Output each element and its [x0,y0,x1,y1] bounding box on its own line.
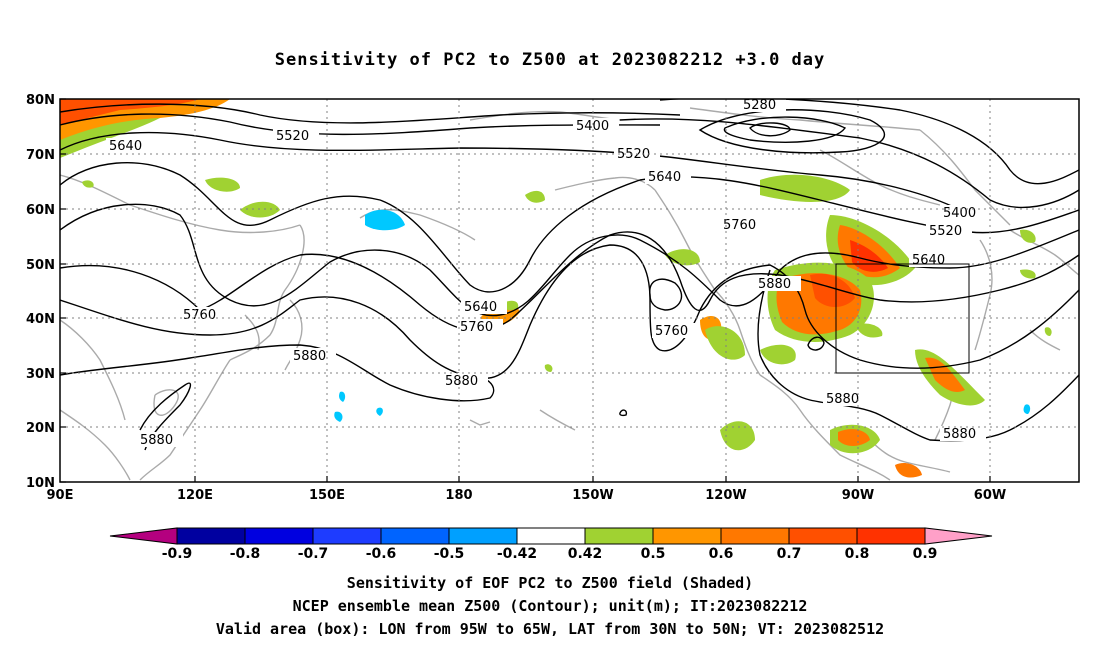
lat-label: 40N [26,312,55,327]
colorbar-tick: 0.9 [913,546,938,562]
contour-label-5640: 5640 [109,139,142,154]
colorbar [109,527,993,545]
lat-label: 10N [26,476,55,491]
colorbar-tick: 0.8 [845,546,870,562]
contour-label-5400: 5400 [576,119,609,134]
contour-label-5640: 5640 [648,170,681,185]
lon-label: 90E [47,488,74,503]
lon-label: 120W [705,488,746,503]
colorbar-tick: -0.6 [366,546,397,562]
map-figure: 5280 5400 5400 5520 5520 5520 5640 5640 … [26,93,1080,562]
contour-label-5880: 5880 [943,427,976,442]
longitude-labels: 90E 120E 150E 180 150W 120W 90W 60W [47,488,1007,503]
lon-label: 60W [974,488,1006,503]
contour-label-5880: 5880 [826,392,859,407]
lon-label: 180 [445,488,472,503]
caption-contour: NCEP ensemble mean Z500 (Contour); unit(… [292,597,808,615]
lon-label: 90W [842,488,874,503]
lat-label: 60N [26,203,55,218]
contour-label-5880: 5880 [140,433,173,448]
colorbar-tick-labels: -0.9 -0.8 -0.7 -0.6 -0.5 -0.42 0.42 0.5 … [162,546,938,562]
contour-label-5520: 5520 [617,147,650,162]
contour-label-5760: 5760 [655,324,688,339]
lat-label: 80N [26,93,55,108]
colorbar-box [788,527,858,545]
contour-label-5880: 5880 [758,277,791,292]
colorbar-box [312,527,382,545]
colorbar-box [176,527,246,545]
colorbar-tick: -0.42 [497,546,537,562]
caption-shading: Sensitivity of EOF PC2 to Z500 field (Sh… [346,574,754,592]
contour-labels: 5280 5400 5400 5520 5520 5520 5640 5640 … [106,98,986,448]
contour-label-5880: 5880 [445,374,478,389]
contour-label-5640: 5640 [912,253,945,268]
colorbar-tick: 0.7 [777,546,802,562]
z500-contours [60,99,1079,451]
sensitivity-shading [60,99,1052,478]
colorbar-tick: 0.6 [709,546,734,562]
colorbar-tick: -0.5 [434,546,465,562]
contour-label-5520: 5520 [929,224,962,239]
contour-label-5640: 5640 [464,300,497,315]
lon-label: 120E [177,488,213,503]
colorbar-box [652,527,722,545]
map-plot-area: 5280 5400 5400 5520 5520 5520 5640 5640 … [60,98,1079,482]
colorbar-tick: -0.8 [230,546,261,562]
contour-label-5760: 5760 [460,320,493,335]
colorbar-tick: -0.7 [298,546,329,562]
contour-label-5520: 5520 [276,129,309,144]
colorbar-tick: 0.42 [568,546,603,562]
colorbar-box [448,527,518,545]
lat-label: 70N [26,148,55,163]
colorbar-tick: 0.5 [641,546,666,562]
map-title: Sensitivity of PC2 to Z500 at 2023082212… [274,50,826,70]
contour-label-5880: 5880 [293,349,326,364]
axis-ticks [60,98,991,483]
lat-lon-grid [60,99,1079,482]
colorbar-box [380,527,450,545]
latitude-labels: 80N 70N 60N 50N 40N 30N 20N 10N [26,93,55,491]
contour-label-5760: 5760 [183,308,216,323]
lon-label: 150W [572,488,613,503]
contour-label-5400: 5400 [943,206,976,221]
lon-label: 150E [309,488,345,503]
lat-label: 20N [26,421,55,436]
coastlines [60,99,1079,481]
colorbar-high-extension [924,527,993,545]
colorbar-box [516,527,586,545]
colorbar-low-extension [109,527,178,545]
contour-label-5760: 5760 [723,218,756,233]
valid-area-box [835,263,970,374]
colorbar-box [856,527,926,545]
colorbar-box [244,527,314,545]
lat-label: 30N [26,367,55,382]
caption-valid-area: Valid area (box): LON from 95W to 65W, L… [215,620,885,638]
contour-label-5280: 5280 [743,98,776,113]
plot-frame [59,98,1080,483]
colorbar-tick: -0.9 [162,546,193,562]
colorbar-box [720,527,790,545]
colorbar-box [584,527,654,545]
lat-label: 50N [26,258,55,273]
